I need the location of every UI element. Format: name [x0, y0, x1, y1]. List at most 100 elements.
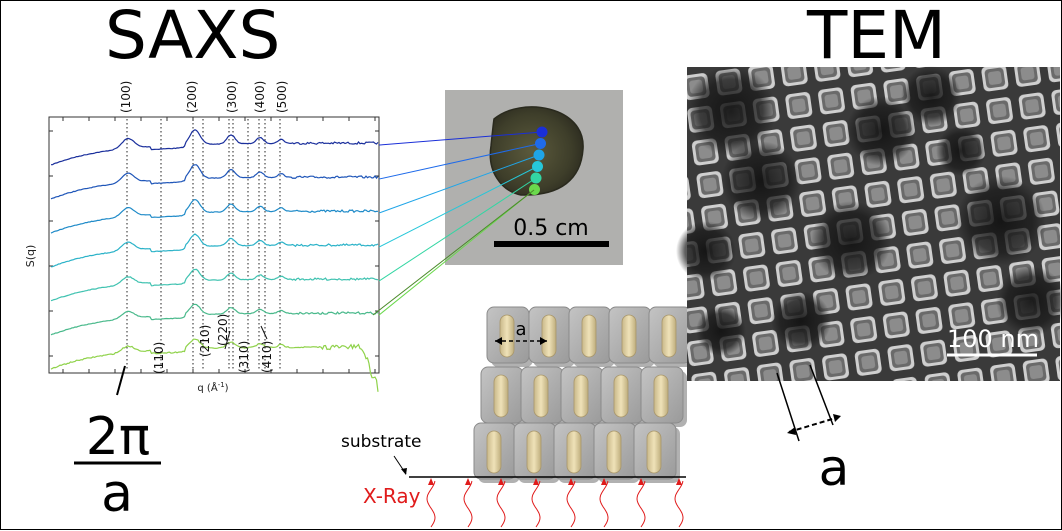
nanocube-core: [499, 314, 515, 358]
nanocube: [633, 422, 680, 483]
nanocube: [473, 422, 520, 483]
peak-label-310: (310): [237, 341, 251, 373]
nanocube-core: [606, 430, 622, 474]
peak-label-400: (400): [253, 81, 267, 113]
saxs-curve-7: [50, 338, 379, 392]
nanocube-core: [541, 314, 557, 358]
xray-wave: [463, 480, 473, 528]
nanocube: [513, 422, 560, 483]
saxs-plot-frame: [48, 116, 380, 374]
nanocube-core: [566, 430, 582, 474]
saxs-curve-6: [50, 303, 379, 336]
tem-dark-region: [901, 66, 961, 126]
tem-dark-regions: [676, 66, 1062, 356]
saxs-ylabel: S(q): [24, 245, 37, 268]
xray-wave: [636, 480, 646, 528]
nanocube: [600, 366, 647, 427]
xray-wave: [599, 480, 609, 528]
formula-pointer: [116, 365, 126, 396]
connector-line-7: [372, 189, 535, 316]
tem-dark-region: [696, 306, 746, 356]
saxs-title: SAXS: [105, 0, 281, 74]
xray-wave-arrowhead: [428, 478, 434, 485]
peak-label-100: (100): [119, 81, 133, 113]
peak-label-500: (500): [275, 81, 289, 113]
xray-wave-arrowhead: [676, 478, 682, 485]
nanocube: [486, 306, 533, 367]
nanocube-core: [646, 430, 662, 474]
saxs-curve-2: [50, 164, 379, 200]
saxs-curves: [50, 129, 379, 392]
saxs-curve-5: [50, 268, 379, 302]
xray-wave-arrowhead: [498, 478, 504, 485]
nanocube: [640, 366, 687, 427]
connector-line-2: [378, 143, 541, 180]
xray-wave: [566, 480, 576, 528]
connector-line-5: [378, 177, 537, 282]
xray-wave: [426, 480, 436, 528]
xray-wave-arrowhead: [601, 478, 607, 485]
tem-image: 100 nm: [676, 66, 1062, 381]
peak-label-110: (110): [152, 342, 166, 374]
xray-wave-arrowhead: [465, 478, 471, 485]
saxs-curve-3: [50, 198, 379, 234]
nanocube: [568, 306, 615, 367]
tem-dark-region: [846, 96, 916, 166]
nanocube: [553, 422, 600, 483]
nanocube-core: [661, 314, 677, 358]
spot-to-curve-connectors: [372, 131, 543, 316]
nanocube: [648, 306, 695, 367]
xray-waves: [426, 478, 684, 528]
connector-line-1: [378, 131, 543, 146]
saxs-xlabel: q (Å-1): [197, 381, 228, 394]
bottom-peak-labels: (110) (210) (220) (310) (410): [152, 314, 274, 374]
formula-numerator: 2π: [86, 407, 150, 467]
connector-line-6: [378, 189, 535, 316]
nanocube-core: [621, 314, 637, 358]
tem-lattice-label: a: [819, 439, 850, 497]
saxs-curve-1: [51, 129, 379, 166]
nanocube: [593, 422, 640, 483]
xray-wave: [496, 480, 506, 528]
tem-dark-region: [996, 266, 1062, 336]
nanocube: [560, 366, 607, 427]
xray-wave-arrowhead: [533, 478, 539, 485]
nanocube: [608, 306, 655, 367]
nanocube: [480, 366, 527, 427]
nanocube-core: [526, 430, 542, 474]
peak-label-410: (410): [260, 341, 274, 373]
tem-dark-region: [811, 201, 891, 281]
tem-scale-label: 100 nm: [947, 325, 1039, 353]
connector-line-3: [378, 154, 540, 214]
xray-wave-arrowhead: [568, 478, 574, 485]
nanocube-core: [486, 430, 502, 474]
top-peak-labels: (100) (200) (300) (400) (500): [119, 81, 289, 113]
connector-line-4: [378, 166, 538, 248]
tem-lattice-marker: [776, 364, 841, 442]
tem-dark-region: [686, 66, 776, 156]
peak-label-300: (300): [225, 81, 239, 113]
tem-dark-region: [721, 141, 801, 221]
nanocube-core: [581, 314, 597, 358]
xray-wave: [674, 480, 684, 528]
schematic-lattice-label: a: [515, 319, 526, 340]
schematic: a substrate X-Ray: [341, 306, 695, 528]
tem-dark-region: [936, 126, 986, 176]
substrate-label: substrate: [341, 432, 421, 452]
xray-wave: [531, 480, 541, 528]
nanocube-core: [533, 374, 549, 418]
peak-label-200: (200): [185, 81, 199, 113]
tem-dark-region: [956, 176, 1046, 266]
nanocube-stack: [473, 306, 695, 483]
formula-denominator: a: [101, 464, 133, 524]
peak-label-220: (220): [216, 314, 230, 346]
nanocube-core: [653, 374, 669, 418]
peak-label-210: (210): [198, 325, 212, 357]
nanocube-core: [573, 374, 589, 418]
photo-scale-label: 0.5 cm: [513, 216, 589, 241]
tem-dark-region: [676, 221, 736, 281]
tem-title: TEM: [807, 0, 946, 74]
xray-label: X-Ray: [363, 484, 421, 508]
